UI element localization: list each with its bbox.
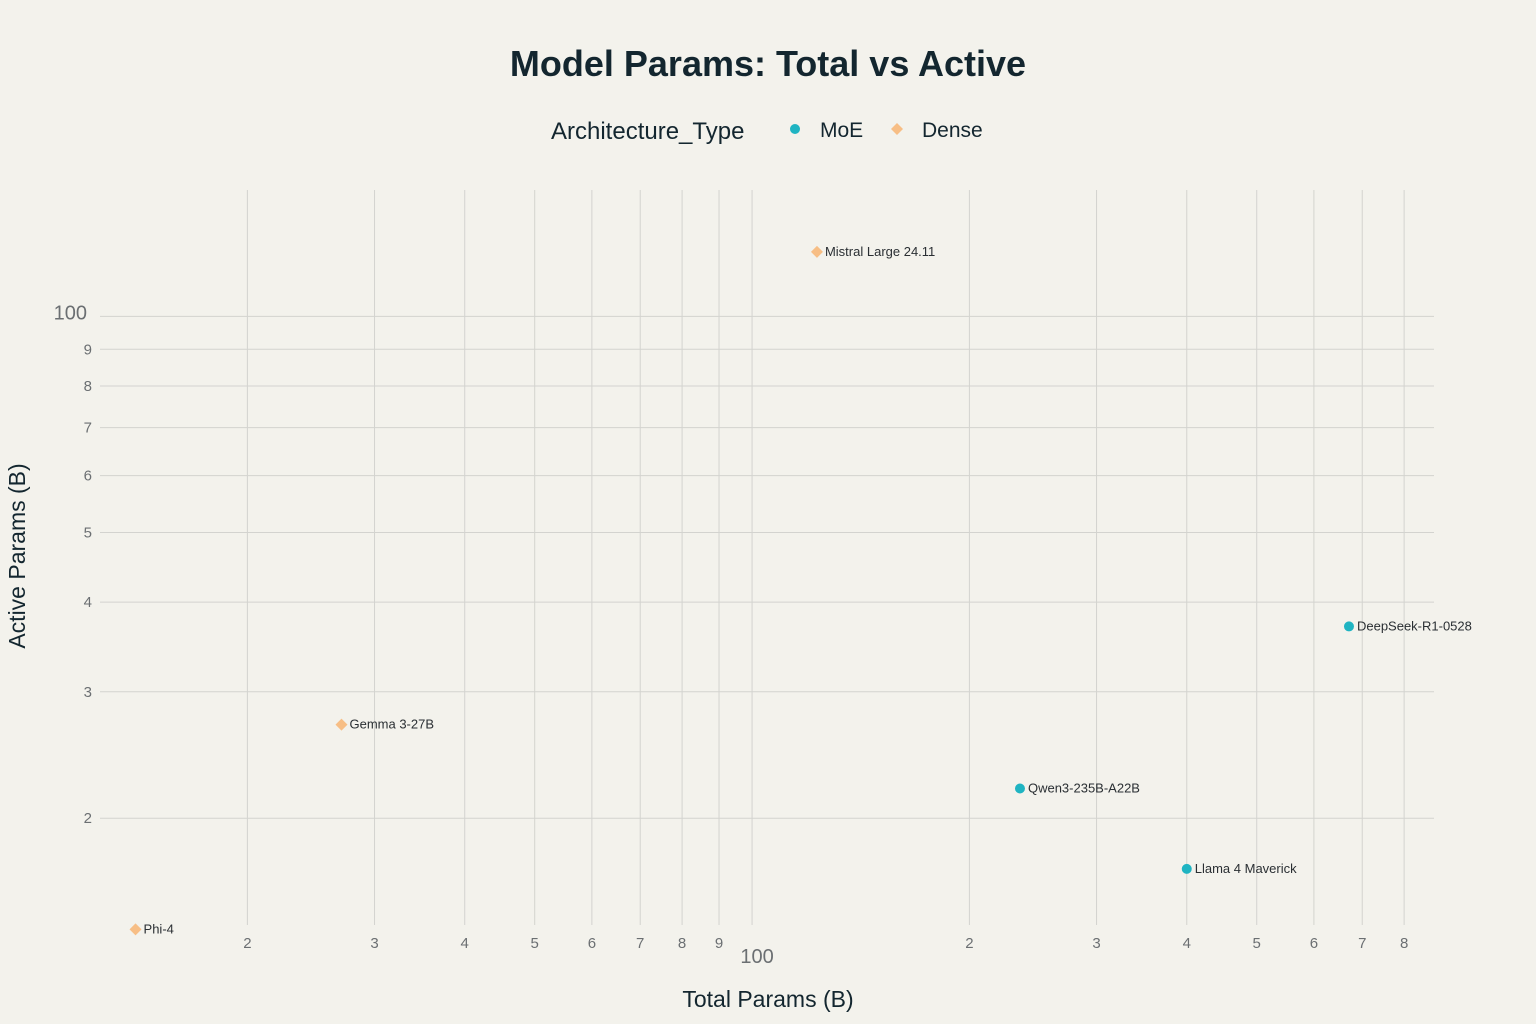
data-point-label: Phi-4 [144, 921, 174, 936]
data-point-moe [1343, 621, 1354, 632]
y-tick-label: 7 [84, 420, 92, 437]
x-tick-label: 3 [1092, 935, 1100, 952]
legend-marker-dense [891, 123, 903, 135]
y-tick-label: 2 [84, 810, 92, 827]
x-axis-ticks: 2 3 4 5 6 7 8 9 100 2 3 4 5 6 7 8 [243, 935, 1408, 968]
data-point-dense [810, 245, 823, 258]
x-tick-label: 3 [370, 935, 378, 952]
data-point-moe [1181, 863, 1192, 874]
x-tick-label: 8 [1400, 935, 1408, 952]
data-point-dense [335, 718, 348, 731]
grid-lines [100, 190, 1434, 925]
data-points: DeepSeek-R1-0528 Qwen3-235B-A22B Llama 4 M… [129, 244, 1472, 936]
x-tick-label: 2 [243, 935, 251, 952]
y-tick-label: 5 [84, 525, 92, 542]
x-tick-label: 6 [1310, 935, 1318, 952]
data-point-label: Llama 4 Maverick [1195, 861, 1297, 876]
data-point-label: Gemma 3-27B [349, 717, 434, 732]
x-tick-label: 9 [715, 935, 723, 952]
x-tick-label: 5 [1253, 935, 1261, 952]
x-tick-label: 100 [740, 946, 773, 968]
legend-label-dense: Dense [922, 119, 983, 142]
legend: Architecture_Type MoE Dense [551, 118, 983, 145]
x-tick-label: 2 [965, 935, 973, 952]
data-point-label: Mistral Large 24.11 [825, 244, 935, 259]
legend-marker-moe [790, 124, 800, 134]
y-tick-label: 3 [84, 684, 92, 701]
y-axis-ticks: 2 3 4 5 6 7 8 9 100 [54, 302, 92, 827]
x-tick-label: 7 [1358, 935, 1366, 952]
x-tick-label: 8 [678, 935, 686, 952]
x-tick-label: 4 [1183, 935, 1191, 952]
data-point-dense [129, 923, 142, 936]
y-tick-label: 8 [84, 378, 92, 395]
y-tick-label: 100 [54, 302, 87, 324]
data-point-label: Qwen3-235B-A22B [1028, 781, 1140, 796]
y-axis-title: Active Params (B) [4, 463, 30, 648]
y-tick-label: 6 [84, 468, 92, 485]
y-tick-label: 4 [84, 594, 92, 611]
x-tick-label: 6 [588, 935, 596, 952]
x-tick-label: 7 [636, 935, 644, 952]
chart-title: Model Params: Total vs Active [510, 43, 1026, 84]
legend-items: MoE Dense [790, 119, 983, 142]
data-point-moe [1014, 783, 1025, 794]
legend-title: Architecture_Type [551, 118, 744, 145]
x-tick-label: 5 [531, 935, 539, 952]
legend-label-moe: MoE [820, 119, 863, 142]
y-tick-label: 9 [84, 341, 92, 358]
x-tick-label: 4 [461, 935, 469, 952]
x-axis-title: Total Params (B) [682, 986, 853, 1012]
data-point-label: DeepSeek-R1-0528 [1357, 618, 1472, 633]
